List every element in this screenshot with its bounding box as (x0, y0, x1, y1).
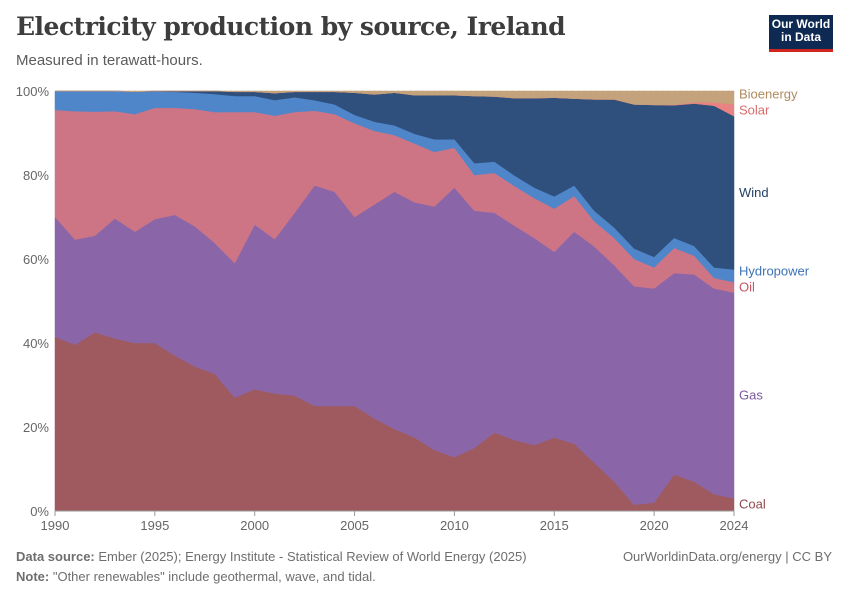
data-source-note: Data source: Ember (2025); Energy Instit… (16, 549, 527, 564)
x-tick-label: 1990 (41, 518, 70, 533)
series-label-solar: Solar (739, 102, 770, 117)
data-source-text: Ember (2025); Energy Institute - Statist… (98, 549, 527, 564)
credit-link[interactable]: OurWorldinData.org/energy | CC BY (622, 549, 832, 564)
y-tick-label: 60% (23, 252, 49, 267)
y-tick-label: 100% (16, 84, 50, 99)
x-tick-label: 2020 (640, 518, 669, 533)
owid-logo[interactable]: Our World in Data (769, 15, 833, 52)
logo-line-1: Our World (771, 17, 831, 31)
x-tick-label: 2000 (240, 518, 269, 533)
x-tick-label: 2024 (720, 518, 749, 533)
chart-note: Note: "Other renewables" include geother… (16, 569, 376, 584)
y-tick-label: 0% (30, 504, 49, 519)
x-tick-label: 2005 (340, 518, 369, 533)
area-bioenergy (55, 90, 735, 106)
x-tick-label: 2015 (540, 518, 569, 533)
chart-subtitle: Measured in terawatt-hours. (16, 52, 203, 69)
series-label-wind: Wind (739, 185, 769, 200)
series-label-bioenergy: Bioenergy (739, 86, 798, 101)
x-tick-label: 2010 (440, 518, 469, 533)
data-source-label: Data source: (16, 549, 95, 564)
stacked-area-chart: 0% 20% 40% 60% 80% 100% 1990 1995 2000 2005 2010 20… (16, 84, 810, 533)
series-label-oil: Oil (739, 279, 755, 294)
area-layers (54, 90, 735, 512)
series-label-gas: Gas (739, 388, 763, 403)
note-label: Note: (16, 569, 50, 584)
y-tick-label: 80% (23, 168, 49, 183)
chart-title: Electricity production by source, Irelan… (16, 12, 566, 41)
series-label-coal: Coal (739, 497, 766, 512)
series-label-hydropower: Hydropower (739, 263, 810, 278)
logo-line-2: in Data (780, 30, 821, 44)
note-text: "Other renewables" include geothermal, w… (52, 569, 376, 584)
y-tick-label: 20% (23, 420, 49, 435)
y-tick-label: 40% (23, 336, 49, 351)
x-tick-label: 1995 (140, 518, 169, 533)
